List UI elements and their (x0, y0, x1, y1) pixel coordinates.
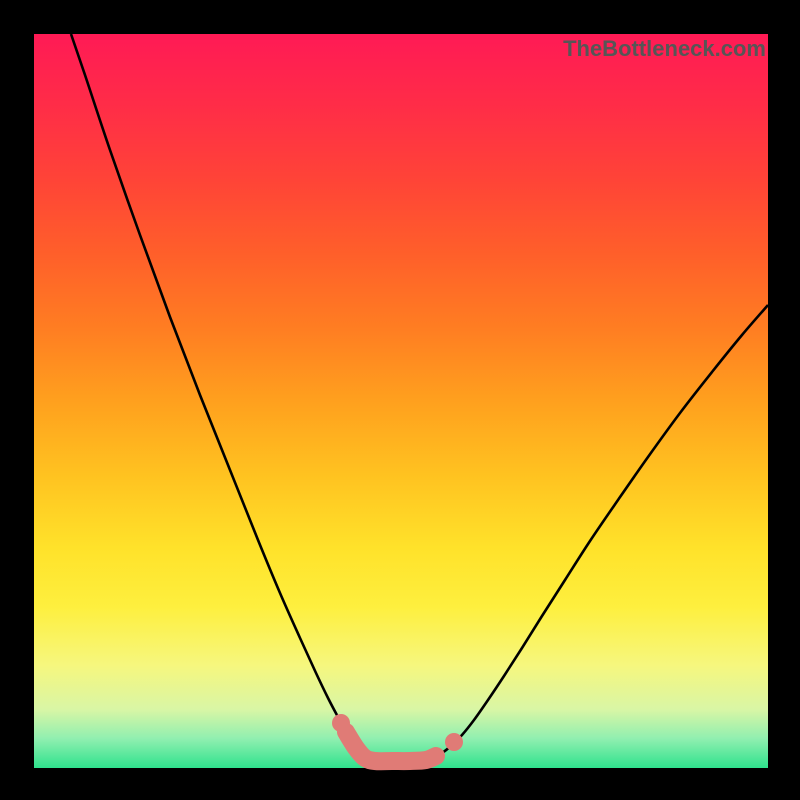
curve-layer (0, 0, 800, 800)
accent-segment (346, 732, 436, 761)
accent-dot (445, 733, 463, 751)
bottleneck-curve (71, 34, 768, 762)
watermark-label: TheBottleneck.com (563, 36, 766, 62)
accent-dot (332, 714, 350, 732)
chart-container: TheBottleneck.com (0, 0, 800, 800)
